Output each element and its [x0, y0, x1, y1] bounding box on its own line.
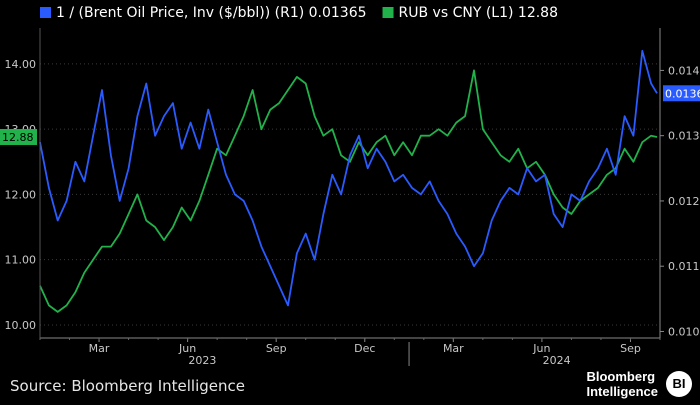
legend-swatch-0: [40, 7, 51, 18]
legend-label-1: RUB vs CNY (L1) 12.88: [399, 5, 558, 21]
left-current-box: [0, 128, 37, 145]
right-tick-label-1: 0.011: [668, 260, 700, 273]
right-tick-label-2: 0.012: [668, 195, 700, 208]
right-current-box: [663, 85, 700, 102]
legend-swatch-1: [382, 7, 394, 18]
right-tick-label-4: 0.014: [668, 64, 700, 77]
series-line-0: [39, 69, 658, 313]
source-note: Source: Bloomberg Intelligence: [10, 377, 245, 395]
brand-badge-icon: BI: [666, 371, 692, 397]
current-value-labels: 12.88 0.0136: [0, 85, 700, 145]
left-tick-label-1: 11.00: [5, 254, 37, 267]
chart-legend: 1 / (Brent Oil Price, Inv ($/bbl)) (R1) …: [40, 5, 558, 21]
right-tick-label-0: 0.010: [668, 325, 700, 338]
x-tick-label-6: Sep: [620, 342, 641, 355]
chart-grid: [40, 63, 660, 326]
year-label-0: 2023: [188, 354, 216, 367]
left-tick-label-0: 10.00: [5, 319, 37, 332]
right-current-label: 0.0136: [665, 87, 700, 100]
brand-logo: Bloomberg Intelligence: [586, 369, 658, 399]
x-tick-label-0: Mar: [89, 342, 110, 355]
right-tick-label-3: 0.013: [668, 130, 700, 143]
series-line-1: [39, 49, 658, 307]
year-label-1: 2024: [543, 354, 571, 367]
chart-series: [39, 49, 658, 313]
x-tick-label-5: Jun: [532, 342, 550, 355]
legend-label-0: 1 / (Brent Oil Price, Inv ($/bbl)) (R1) …: [56, 5, 367, 21]
left-current-label: 12.88: [2, 131, 34, 144]
x-tick-label-3: Dec: [354, 342, 375, 355]
brand-line-2: Intelligence: [586, 384, 658, 399]
x-tick-label-4: Mar: [443, 342, 464, 355]
x-tick-label-2: Sep: [266, 342, 287, 355]
brand-line-1: Bloomberg: [586, 369, 656, 384]
x-tick-label-1: Jun: [178, 342, 196, 355]
chart-axes: 10.0011.0012.0013.0014.000.0100.0110.012…: [5, 28, 700, 367]
left-tick-label-2: 12.00: [5, 188, 37, 201]
left-tick-label-4: 14.00: [5, 58, 37, 71]
